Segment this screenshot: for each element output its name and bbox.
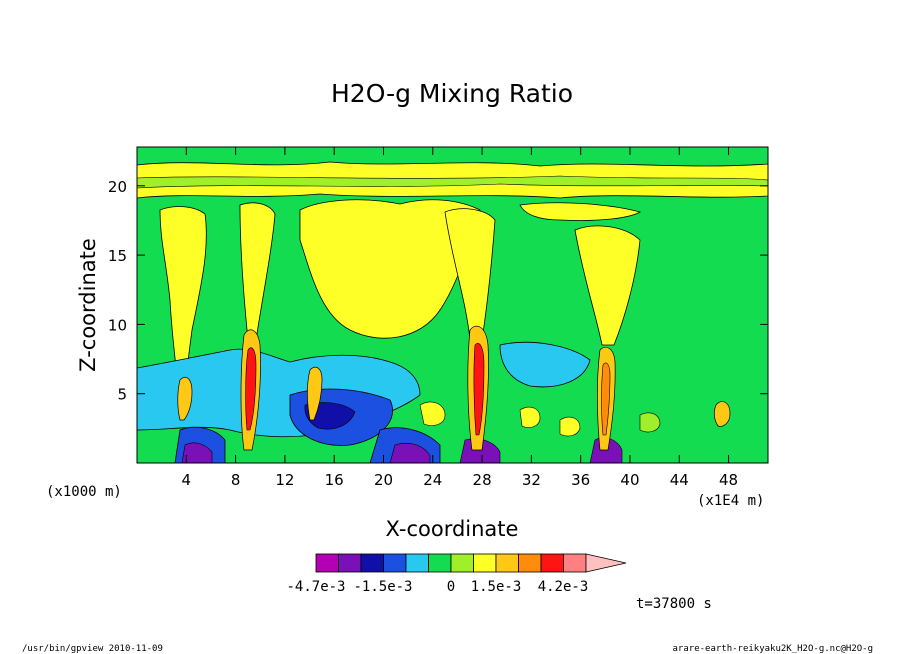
colorbar-tick-label: 0 bbox=[447, 579, 455, 595]
colorbar-tick-label: 4.2e-3 bbox=[538, 579, 589, 595]
colorbar-arrow bbox=[585, 553, 627, 573]
colorbar-swatch bbox=[383, 553, 407, 573]
colorbar-swatch bbox=[540, 553, 564, 573]
x-unit-right: (x1E4 m) bbox=[697, 493, 764, 509]
colorbar-swatch bbox=[315, 553, 339, 573]
x-axis: 4 8 12 16 20 24 28 32 36 40 44 48 bbox=[182, 147, 738, 489]
y-tick-label: 5 bbox=[117, 386, 127, 404]
y-tick-label: 20 bbox=[108, 178, 127, 196]
contour-field bbox=[137, 147, 768, 463]
x-tick-label: 16 bbox=[325, 471, 344, 489]
x-tick-label: 20 bbox=[374, 471, 393, 489]
x-tick-label: 4 bbox=[182, 471, 192, 489]
x-tick-label: 8 bbox=[231, 471, 241, 489]
time-label: t=37800 s bbox=[636, 596, 712, 612]
x-unit-left: (x1000 m) bbox=[46, 484, 122, 500]
chart-title: H2O-g Mixing Ratio bbox=[331, 79, 573, 108]
colorbar-tick-label: 1.5e-3 bbox=[471, 579, 522, 595]
colorbar-swatch bbox=[495, 553, 519, 573]
x-tick-label: 32 bbox=[522, 471, 541, 489]
x-tick-label: 44 bbox=[670, 471, 689, 489]
colorbar-swatch bbox=[428, 553, 452, 573]
x-tick-label: 28 bbox=[473, 471, 492, 489]
colorbar-swatch bbox=[518, 553, 542, 573]
x-axis-title: X-coordinate bbox=[386, 517, 519, 541]
x-tick-label: 48 bbox=[719, 471, 738, 489]
colorbar-tick-labels: -4.7e-3 -1.5e-3 0 1.5e-3 4.2e-3 bbox=[286, 579, 588, 595]
x-tick-label: 24 bbox=[423, 471, 442, 489]
colorbar-swatch bbox=[360, 553, 384, 573]
colorbar-swatch bbox=[563, 553, 587, 573]
colorbar-tick-label: -1.5e-3 bbox=[353, 579, 412, 595]
colorbar-swatch bbox=[450, 553, 474, 573]
footer-right: arare-earth-reikyaku2K_H2O-g.nc@H2O-g bbox=[673, 644, 873, 654]
colorbar-swatch bbox=[405, 553, 429, 573]
x-tick-label: 12 bbox=[275, 471, 294, 489]
colorbar-tick-label: -4.7e-3 bbox=[286, 579, 345, 595]
y-axis-title: Z-coordinate bbox=[76, 238, 100, 372]
colorbar-swatch bbox=[338, 553, 362, 573]
plot-frame bbox=[136, 146, 769, 464]
y-tick-label: 15 bbox=[108, 247, 127, 265]
x-tick-label: 36 bbox=[571, 471, 590, 489]
colorbar bbox=[315, 553, 627, 573]
y-tick-label: 10 bbox=[108, 316, 127, 334]
surface-purple bbox=[181, 442, 213, 463]
colorbar-swatch bbox=[473, 553, 497, 573]
y-axis: 5 10 15 20 bbox=[108, 178, 768, 404]
footer-left: /usr/bin/gpview 2010-11-09 bbox=[22, 644, 163, 654]
x-tick-label: 40 bbox=[620, 471, 639, 489]
